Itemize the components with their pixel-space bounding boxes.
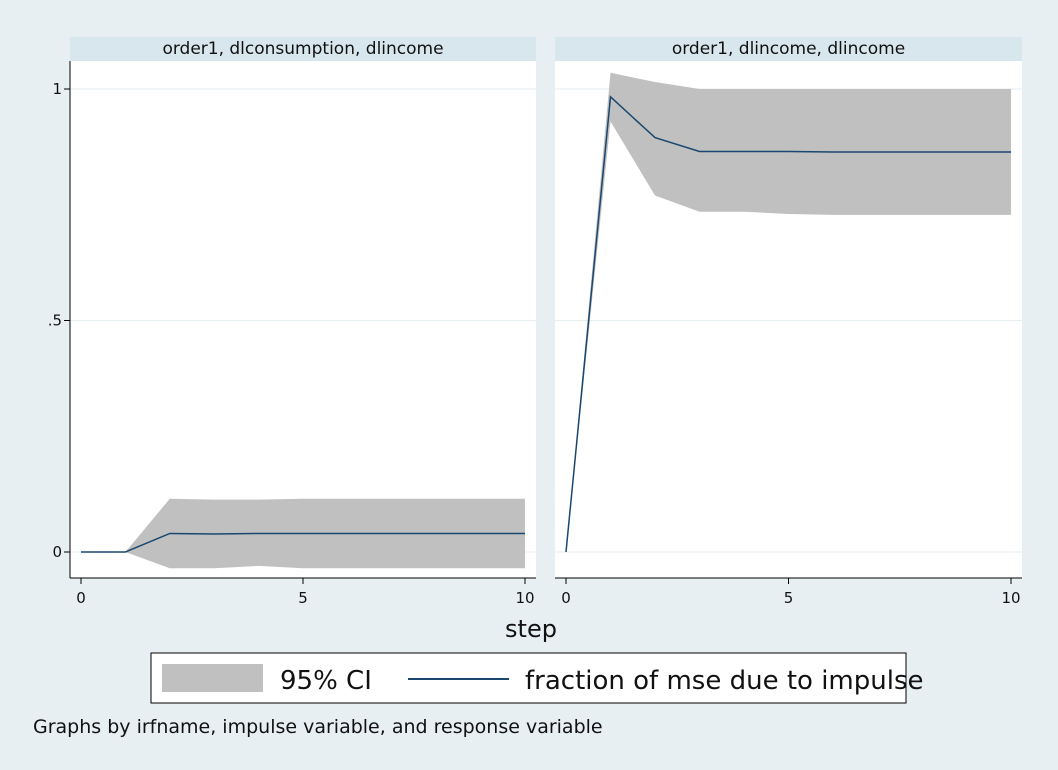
x-tick-label: 10 xyxy=(515,589,534,607)
legend-ci-swatch xyxy=(162,664,263,692)
x-tick-label: 5 xyxy=(784,589,794,607)
mse-fraction-line xyxy=(81,532,525,553)
y-tick-label: 1 xyxy=(52,80,62,98)
x-tick-label: 5 xyxy=(298,589,308,607)
panel-title: order1, dlconsumption, dlincome xyxy=(162,39,443,59)
x-tick-label: 0 xyxy=(76,589,86,607)
y-tick-label: .5 xyxy=(48,312,62,330)
panel-2: order1, dlincome, dlincome 0 5 10 xyxy=(555,37,1022,607)
panel-title-bar xyxy=(70,37,536,61)
legend-box xyxy=(150,652,907,704)
legend-line-label: fraction of mse due to impulse xyxy=(525,666,924,696)
mse-fraction-line xyxy=(565,95,1011,553)
panel-1: order1, dlconsumption, dlincome 0 5 10 0 .5 1 xyxy=(48,37,536,607)
ci-band xyxy=(566,72,1011,553)
x-tick-label: 10 xyxy=(1001,589,1020,607)
panel-title: order1, dlincome, dlincome xyxy=(672,39,905,59)
graph-note: Graphs by irfname, impulse variable, and… xyxy=(33,716,603,738)
legend-ci-label: 95% CI xyxy=(280,666,372,696)
y-tick-label: 0 xyxy=(52,543,62,561)
x-tick-label: 0 xyxy=(561,589,571,607)
x-axis-title: step xyxy=(505,615,557,643)
plot-area xyxy=(70,61,536,578)
legend: 95% CI fraction of mse due to impulse xyxy=(150,652,924,704)
panel-title-bar xyxy=(555,37,1022,61)
